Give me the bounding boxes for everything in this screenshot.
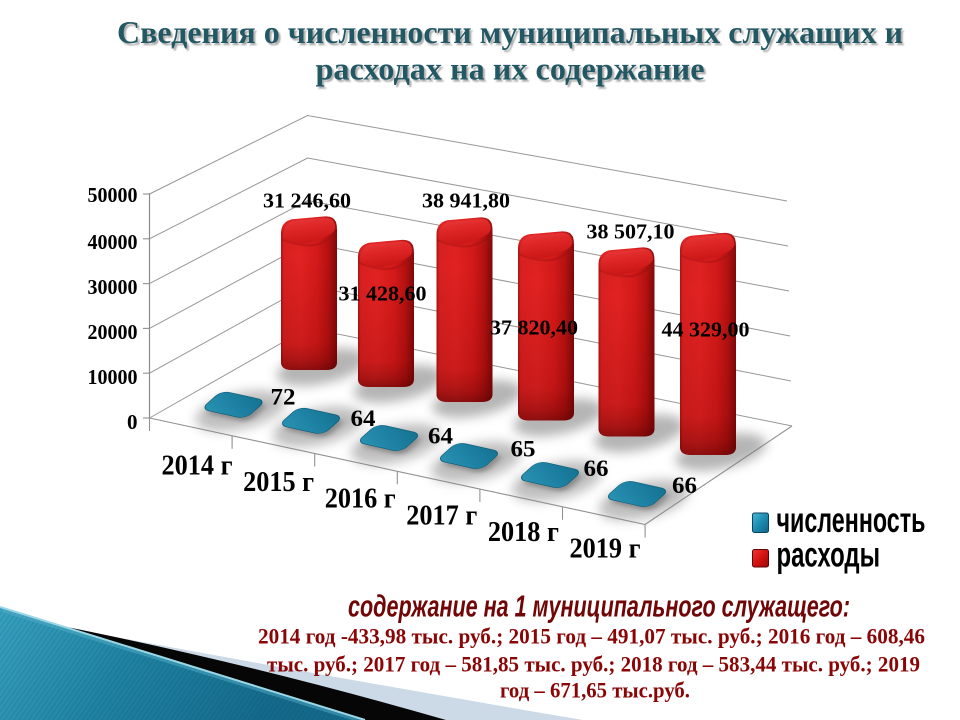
svg-text:год – 671,65 тыс.руб.: год – 671,65 тыс.руб. xyxy=(500,678,690,703)
svg-text:72: 72 xyxy=(271,385,296,410)
svg-text:расходах на их содержание: расходах на их содержание xyxy=(316,52,705,87)
svg-text:20000: 20000 xyxy=(88,320,138,344)
svg-text:2017 г: 2017 г xyxy=(406,499,477,531)
svg-text:2015 г: 2015 г xyxy=(243,466,314,498)
svg-text:0: 0 xyxy=(127,410,138,434)
svg-text:тыс. руб.; 2017 год – 581,85 т: тыс. руб.; 2017 год – 581,85 тыс. руб.; … xyxy=(267,652,920,677)
svg-text:66: 66 xyxy=(672,473,697,498)
svg-text:2014 год -433,98 тыс. руб.; 20: 2014 год -433,98 тыс. руб.; 2015 год – 4… xyxy=(258,624,925,649)
svg-text:2014 г: 2014 г xyxy=(162,450,233,482)
svg-text:31 428,60: 31 428,60 xyxy=(339,282,427,306)
svg-text:2019 г: 2019 г xyxy=(570,533,641,565)
svg-text:65: 65 xyxy=(511,437,536,462)
svg-text:37 820,40: 37 820,40 xyxy=(490,316,578,340)
svg-text:Сведения о численности муницип: Сведения о численности муниципальных слу… xyxy=(117,15,903,50)
svg-text:38 941,80: 38 941,80 xyxy=(422,189,510,213)
svg-text:38 507,10: 38 507,10 xyxy=(587,220,675,244)
svg-text:50000: 50000 xyxy=(88,183,138,207)
svg-text:10000: 10000 xyxy=(88,365,138,389)
svg-text:2016 г: 2016 г xyxy=(325,483,396,515)
svg-text:расходы: расходы xyxy=(777,535,881,575)
svg-text:2018 г: 2018 г xyxy=(488,516,559,548)
svg-text:44 329,00: 44 329,00 xyxy=(662,318,750,342)
svg-text:31 246,60: 31 246,60 xyxy=(263,189,351,213)
svg-text:66: 66 xyxy=(584,456,609,481)
svg-text:30000: 30000 xyxy=(88,275,138,299)
svg-text:64: 64 xyxy=(351,406,377,431)
svg-text:40000: 40000 xyxy=(88,230,138,254)
svg-text:64: 64 xyxy=(428,424,454,449)
svg-text:численность: численность xyxy=(777,500,926,540)
svg-text:содержание на 1 муниципального: содержание на 1 муниципального служащего… xyxy=(348,589,850,623)
